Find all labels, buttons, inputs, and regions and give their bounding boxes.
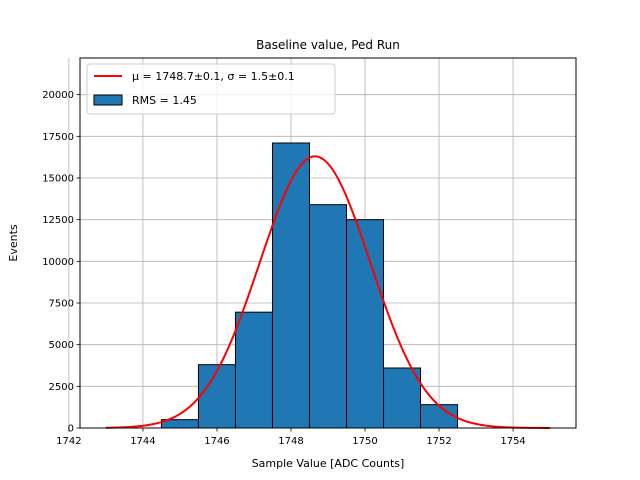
x-tick-label: 1742 [56, 436, 81, 447]
y-tick-label: 15000 [42, 174, 74, 185]
chart-title: Baseline value, Ped Run [256, 38, 400, 52]
y-axis-label: Events [7, 224, 20, 262]
x-tick-label: 1748 [278, 436, 303, 447]
histogram-bar [420, 404, 459, 429]
legend-histogram-label: RMS = 1.45 [132, 94, 197, 107]
x-tick-label: 1752 [426, 436, 451, 447]
legend: μ = 1748.7±0.1, σ = 1.5±0.1 RMS = 1.45 [86, 63, 336, 115]
y-tick-label: 17500 [42, 132, 74, 143]
y-tick-label: 2500 [49, 382, 74, 393]
histogram-bar [197, 364, 236, 429]
legend-box [86, 63, 336, 115]
x-tick-label: 1754 [500, 436, 525, 447]
plot-frame [79, 57, 577, 429]
gaussian-fit-curve [105, 155, 551, 429]
y-tick-label: 10000 [42, 257, 74, 268]
fit-curve-layer [105, 155, 551, 429]
y-tick-label: 0 [68, 424, 74, 435]
y-tick-label: 20000 [42, 90, 74, 101]
legend-fit-label: μ = 1748.7±0.1, σ = 1.5±0.1 [132, 70, 295, 83]
histogram-bar [271, 142, 310, 429]
histogram-bar [308, 204, 348, 429]
y-tick-label: 5000 [49, 340, 74, 351]
x-axis-ticks: 1742 1744 1746 1748 1750 1752 1754 [56, 428, 526, 447]
y-axis-ticks: 0 2500 5000 7500 10000 12500 15000 17500 20000 [42, 90, 80, 435]
x-tick-label: 1746 [204, 436, 229, 447]
y-tick-label: 7500 [49, 299, 74, 310]
y-tick-label: 12500 [42, 215, 74, 226]
legend-histogram-swatch [93, 94, 123, 106]
histogram-bar [383, 367, 422, 429]
x-tick-label: 1750 [352, 436, 377, 447]
x-tick-label: 1744 [130, 436, 155, 447]
histogram-bar [234, 311, 273, 429]
histogram-bars [160, 142, 459, 429]
histogram-bar [346, 219, 385, 429]
x-axis-label: Sample Value [ADC Counts] [252, 457, 405, 470]
